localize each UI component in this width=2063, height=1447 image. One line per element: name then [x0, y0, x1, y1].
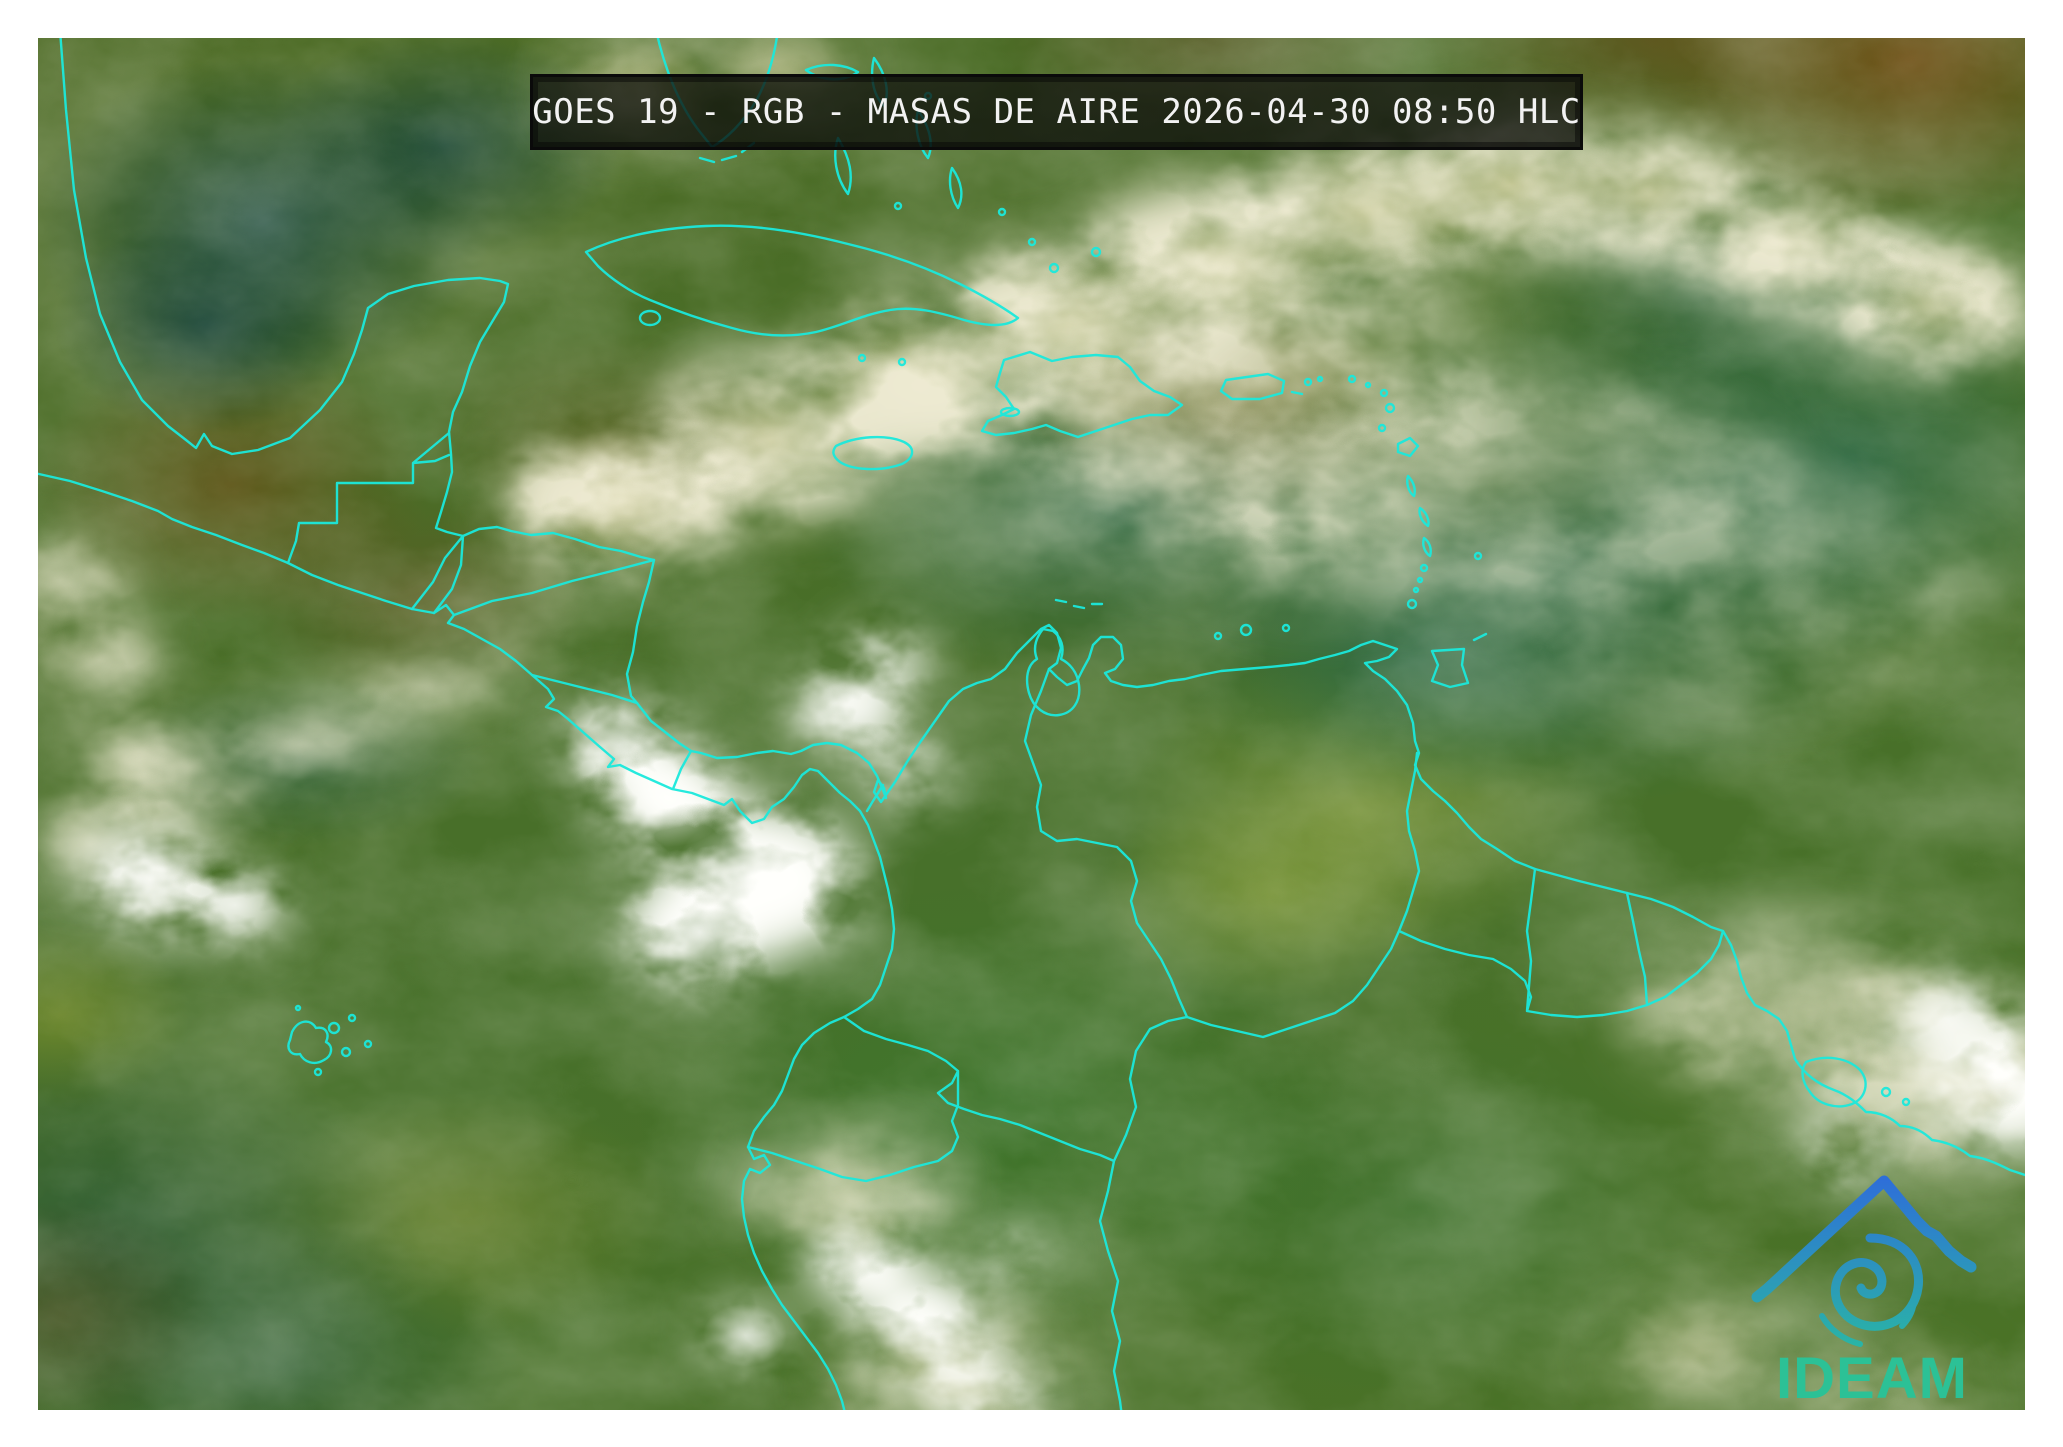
- border-lake-maracaibo: [1025, 627, 1081, 717]
- border-puerto-rico: [1219, 372, 1304, 401]
- border-isla-juventud: [638, 309, 662, 327]
- border-gonave-island: [999, 406, 1021, 418]
- border-jamaica: [832, 435, 914, 471]
- border-central-america-internal: [286, 431, 885, 813]
- border-delta-islet: [1880, 1086, 1892, 1098]
- border-amazon-delta-coast: [1793, 1057, 2036, 1180]
- ideam-logo-text: IDEAM: [1776, 1346, 1968, 1411]
- border-trinidad-tobago: [1430, 632, 1488, 689]
- border-galapagos-islets: [294, 1004, 373, 1077]
- ideam-logo: IDEAM: [1751, 1175, 1977, 1411]
- border-abc-islands: [1054, 598, 1104, 610]
- border-colombia-ecuador-peru-brazil: [746, 1015, 1189, 1419]
- product-title: GOES 19 - RGB - MASAS DE AIRE 2026-04-30…: [532, 92, 1581, 132]
- border-gulf-of-mexico-yucatan-coast: [58, 28, 1797, 1061]
- mountain-icon: [1751, 1175, 1977, 1303]
- title-bar: GOES 19 - RGB - MASAS DE AIRE 2026-04-30…: [530, 74, 1583, 150]
- border-marajo-island: [1801, 1056, 1867, 1108]
- border-colombia-venezuela: [1023, 667, 1189, 1019]
- border-cuba: [584, 224, 1020, 337]
- border-venezuela-brazil-guyana: [1185, 751, 1725, 1039]
- spiral-accent-stroke: [1819, 1295, 1917, 1347]
- border-delta-islet: [1901, 1097, 1911, 1107]
- border-cayman-islands: [857, 353, 907, 367]
- hurricane-spiral-icon: [1830, 1233, 1924, 1331]
- border-virgin-islands: [1303, 375, 1324, 387]
- border-margarita-islands: [1213, 623, 1291, 641]
- border-galapagos: [287, 1020, 333, 1065]
- border-lesser-antilles: [1347, 374, 1483, 610]
